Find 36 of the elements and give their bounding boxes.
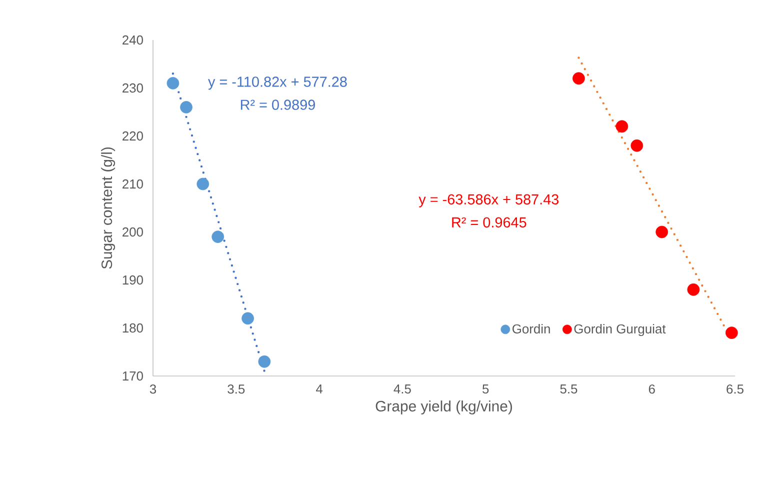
x-tick-label: 5 [482,384,489,394]
x-tick-label: 6 [648,384,655,394]
point [572,72,585,85]
y-tick-label: 200 [122,227,143,237]
y-tick-label: 170 [122,371,143,381]
point [212,230,224,243]
point [687,283,700,296]
x-tick-label: 3.5 [228,384,245,394]
x-axis-title: Grape yield (kg/vine) [376,400,512,414]
point [166,77,180,90]
point [196,178,210,190]
y-tick-label: 240 [122,35,143,45]
legend-label: Gordin Gurguiat [574,324,666,336]
annotation: y = -110.82x + 577.28 [208,76,347,90]
y-tick-label: 180 [122,323,143,333]
annotation: R² = 0.9645 [452,217,526,228]
legend-label: Gordin [512,324,550,334]
y-tick-label: 210 [122,179,143,189]
point [258,355,271,368]
point [616,120,628,133]
point [242,312,254,325]
x-tick-label: 3 [150,384,156,394]
annotation: y = -63.586x + 587.43 [418,194,559,208]
x-tick-label: 5.5 [560,384,578,394]
y-axis-title: Sugar content (g/l) [101,147,116,269]
point [656,226,668,238]
x-tick-label: 4 [316,384,323,394]
point [630,139,644,152]
x-tick-label: 6.5 [726,384,744,394]
y-tick-label: 230 [122,83,143,93]
x-tick-label: 4.5 [394,384,411,394]
point [180,101,192,114]
annotation: R² = 0.9899 [240,100,315,110]
y-tick-label: 190 [122,275,143,285]
y-tick-label: 220 [122,131,143,141]
point [726,326,738,339]
